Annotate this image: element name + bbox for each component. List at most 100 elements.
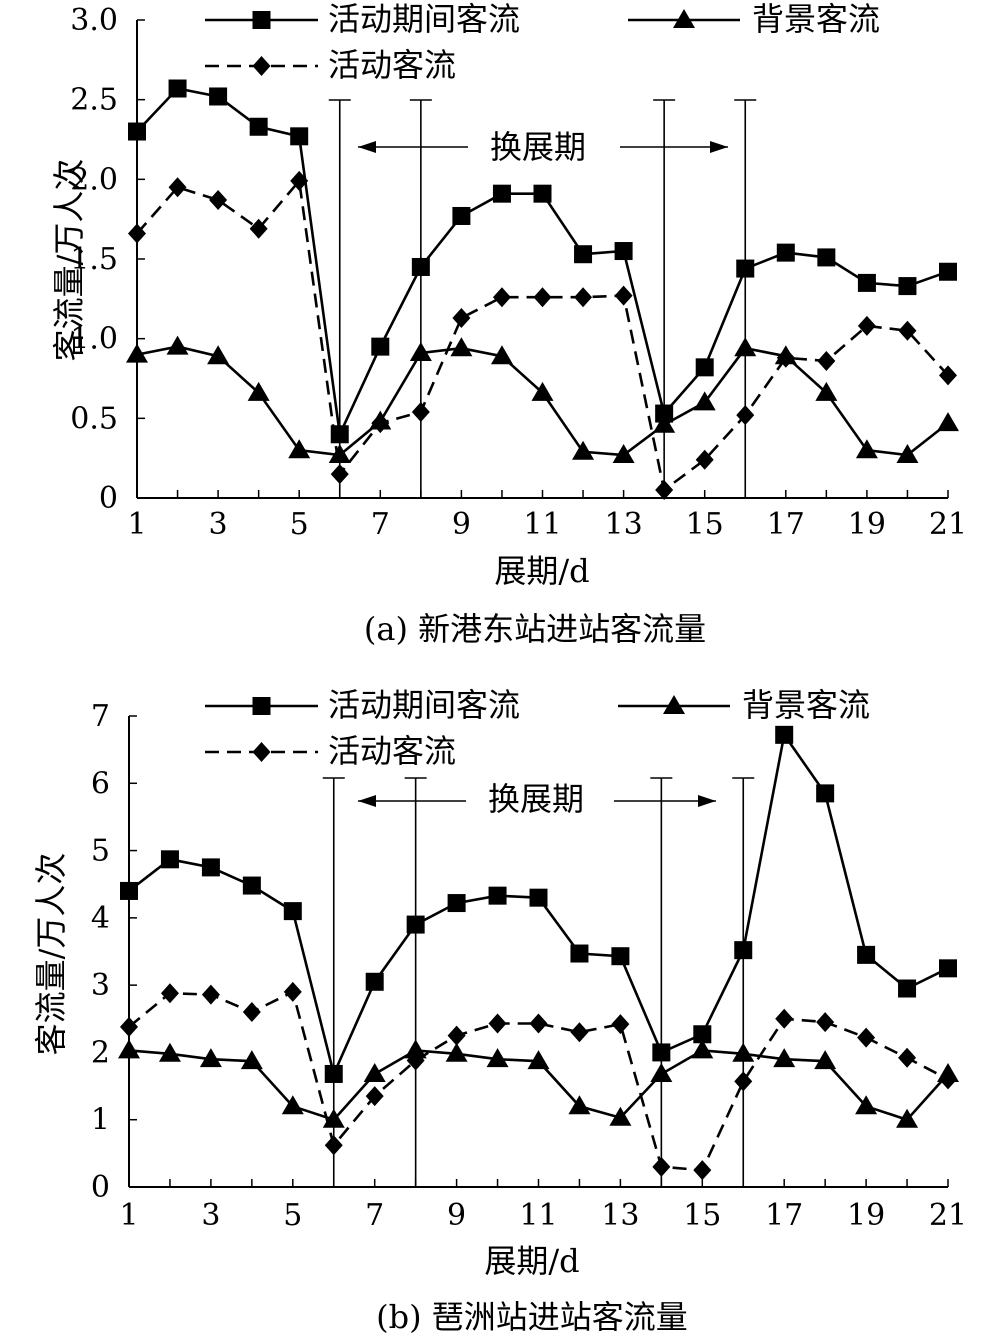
- data-point-square: [655, 404, 674, 423]
- data-point-diamond: [371, 413, 390, 434]
- data-point-diamond: [693, 1160, 712, 1181]
- data-point-diamond: [898, 1047, 917, 1068]
- data-point-diamond: [776, 347, 795, 368]
- data-point-square: [652, 1043, 671, 1062]
- data-point-triangle: [650, 1062, 673, 1082]
- data-point-triangle: [609, 1106, 632, 1126]
- data-point-triangle: [572, 440, 595, 460]
- data-point-square: [611, 947, 630, 966]
- data-point-square: [160, 850, 179, 869]
- data-point-diamond: [406, 1050, 425, 1071]
- data-point-diamond: [574, 287, 593, 308]
- data-point-diamond: [614, 285, 633, 306]
- data-point-diamond: [290, 170, 309, 191]
- x-tick-label: 15: [683, 1198, 721, 1233]
- x-tick-label: 11: [519, 1198, 557, 1233]
- data-point-diamond: [447, 1025, 466, 1046]
- data-point-triangle: [527, 1050, 550, 1070]
- data-point-diamond: [120, 1016, 138, 1037]
- data-point-square: [736, 259, 755, 278]
- data-point-triangle: [328, 443, 351, 463]
- data-point-square: [898, 277, 917, 296]
- data-point-triangle: [240, 1050, 263, 1070]
- data-point-triangle: [199, 1048, 222, 1068]
- data-point-diamond: [570, 1022, 589, 1043]
- data-point-triangle: [855, 439, 878, 459]
- data-point-square: [529, 888, 548, 907]
- data-point-diamond: [816, 1012, 835, 1033]
- data-point-square: [817, 248, 836, 267]
- data-point-diamond: [488, 1013, 507, 1034]
- legend-label-activity-period: 活动期间客流: [328, 686, 520, 724]
- data-point-square: [857, 273, 876, 292]
- data-point-diamond: [452, 307, 471, 328]
- x-tick-label: 1: [127, 507, 146, 542]
- data-point-square: [128, 122, 146, 141]
- x-tick-label: 17: [765, 1198, 803, 1233]
- data-point-square: [614, 242, 633, 261]
- data-point-diamond: [492, 287, 511, 308]
- x-tick-label: 21: [929, 1198, 967, 1233]
- y-tick-label: 0: [99, 481, 118, 516]
- y-tick-label: 3: [91, 968, 110, 1003]
- legend-label-activity-period: 活动期间客流: [328, 0, 520, 38]
- data-point-square: [898, 979, 917, 998]
- data-point-square: [488, 886, 507, 905]
- panel-caption: (a) 新港东站进站客流量: [364, 610, 706, 648]
- data-point-diamond: [939, 1069, 957, 1090]
- data-point-square: [939, 959, 957, 978]
- data-point-diamond: [242, 1002, 261, 1023]
- data-point-square: [492, 184, 511, 203]
- data-point-triangle: [450, 337, 473, 357]
- x-tick-label: 19: [847, 1198, 885, 1233]
- data-point-diamond: [365, 1086, 384, 1107]
- data-point-triangle: [126, 343, 148, 363]
- data-point-square: [693, 1025, 712, 1044]
- data-point-square: [365, 972, 384, 991]
- data-point-diamond: [209, 190, 228, 211]
- data-point-square: [939, 262, 957, 281]
- data-point-square: [857, 945, 876, 964]
- legend-swatch-triangle-icon: [673, 9, 695, 28]
- x-tick-label: 15: [686, 507, 724, 542]
- data-point-diamond: [652, 1156, 671, 1177]
- data-point-diamond: [411, 401, 430, 422]
- x-tick-label: 7: [365, 1198, 384, 1233]
- data-point-diamond: [249, 218, 268, 239]
- data-point-triangle: [207, 345, 230, 365]
- data-point-diamond: [160, 983, 179, 1004]
- data-point-diamond: [533, 287, 552, 308]
- data-point-triangle: [486, 1048, 509, 1068]
- x-tick-label: 19: [848, 507, 886, 542]
- x-tick-label: 5: [283, 1198, 302, 1233]
- x-tick-label: 5: [290, 507, 309, 542]
- data-point-diamond: [734, 1071, 753, 1092]
- data-point-triangle: [653, 413, 676, 433]
- y-tick-label: 4: [91, 901, 110, 936]
- data-point-diamond: [201, 984, 220, 1005]
- series-line-diamond: [128, 990, 949, 1172]
- y-tick-label: 1: [91, 1103, 110, 1138]
- x-tick-label: 13: [605, 507, 643, 542]
- data-point-triangle: [409, 342, 432, 362]
- data-point-triangle: [288, 439, 311, 459]
- data-point-diamond: [736, 405, 755, 426]
- data-point-triangle: [896, 443, 919, 463]
- period-arrow-right-head: [710, 141, 728, 153]
- period-annotation: 换展期: [490, 128, 586, 166]
- data-point-diamond: [695, 449, 714, 470]
- x-tick-label: 1: [119, 1198, 138, 1233]
- data-point-square: [574, 245, 593, 264]
- data-point-diamond: [283, 981, 302, 1002]
- data-point-triangle: [118, 1039, 140, 1059]
- data-point-diamond: [775, 1008, 794, 1029]
- x-tick-label: 13: [601, 1198, 639, 1233]
- period-arrow-left-head: [358, 141, 376, 153]
- data-point-square: [290, 127, 309, 146]
- data-point-triangle: [732, 1042, 755, 1062]
- data-point-triangle: [404, 1039, 427, 1059]
- data-point-triangle: [247, 381, 270, 401]
- data-point-diamond: [939, 365, 957, 386]
- data-point-diamond: [529, 1013, 548, 1034]
